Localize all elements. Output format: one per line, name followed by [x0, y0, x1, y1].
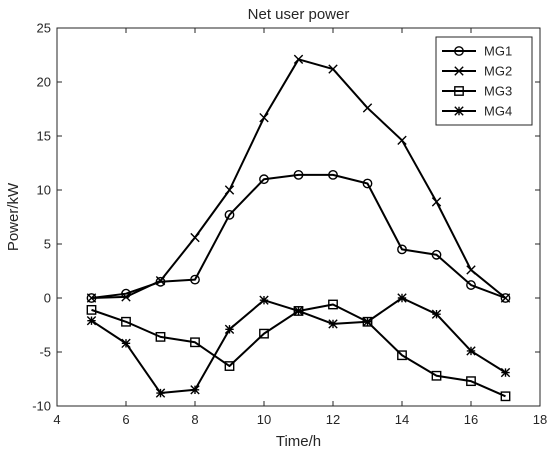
y-axis-title: Power/kW [5, 182, 22, 251]
data-point-mg1 [397, 244, 407, 255]
legend-item-mg4: MG4 [442, 104, 512, 119]
data-point-mg4 [155, 388, 166, 398]
y-tick-label: -5 [39, 345, 51, 360]
series-layer [86, 54, 511, 402]
legend-label: MG3 [484, 84, 512, 99]
data-point-mg4 [500, 367, 511, 378]
x-tick-label: 8 [191, 412, 198, 427]
x-tick-label: 18 [533, 412, 547, 427]
data-point-mg2 [328, 64, 338, 74]
y-tick-label: 15 [37, 129, 51, 144]
legend-item-mg2: MG2 [442, 64, 512, 79]
data-point-mg1 [328, 169, 338, 180]
legend-marker [454, 106, 464, 116]
data-point-mg1 [500, 293, 511, 303]
legend: MG1 MG2 MG3 MG4 [435, 36, 533, 126]
data-point-mg2 [190, 232, 200, 243]
legend-marker [454, 66, 464, 76]
data-point-mg2 [397, 135, 407, 146]
data-point-mg2 [86, 293, 97, 303]
series-mg4 [86, 293, 511, 398]
legend-item-mg1: MG1 [442, 44, 512, 59]
data-point-mg1 [190, 274, 200, 285]
data-point-mg4 [224, 324, 235, 335]
x-axis-title: Time/h [276, 433, 321, 450]
data-point-mg4 [293, 306, 304, 316]
data-point-mg2 [362, 103, 373, 113]
data-point-mg3 [86, 304, 97, 315]
data-point-mg3 [224, 361, 235, 371]
data-point-mg3 [190, 337, 200, 348]
y-tick-label: 25 [37, 21, 51, 36]
data-point-mg1 [362, 178, 373, 189]
plot-frame [56, 27, 541, 407]
data-point-mg2 [155, 276, 166, 286]
data-point-mg3 [500, 391, 511, 402]
data-point-mg4 [328, 319, 338, 329]
x-tick-label: 14 [395, 412, 409, 427]
series-mg2 [86, 54, 511, 303]
data-point-mg3 [259, 328, 269, 339]
x-tick-label: 4 [53, 412, 60, 427]
data-point-mg3 [466, 376, 476, 387]
data-point-mg1 [224, 209, 235, 220]
data-point-mg4 [466, 346, 476, 356]
data-point-mg2 [224, 185, 235, 195]
legend-item-mg3: MG3 [442, 84, 512, 99]
data-point-mg2 [431, 197, 442, 207]
axes: 4 6 8 10 12 14 16 18 -10 -5 0 5 10 15 20 25 [32, 21, 547, 428]
data-point-mg2 [259, 112, 269, 123]
data-point-mg1 [259, 174, 269, 185]
legend-label: MG1 [484, 44, 512, 59]
y-tick-label: 5 [44, 237, 51, 252]
y-tick-label: 10 [37, 183, 51, 198]
data-point-mg4 [397, 293, 407, 303]
data-point-mg1 [431, 249, 442, 260]
legend-label: MG4 [484, 104, 512, 119]
x-tick-label: 6 [122, 412, 129, 427]
x-tick-label: 10 [257, 412, 271, 427]
data-point-mg3 [431, 370, 442, 381]
data-point-mg2 [293, 54, 304, 65]
legend-label: MG2 [484, 64, 512, 79]
y-tick-label: 20 [37, 75, 51, 90]
data-point-mg4 [259, 295, 269, 305]
data-point-mg3 [121, 316, 131, 327]
data-point-mg3 [328, 299, 338, 310]
data-point-mg4 [190, 385, 200, 395]
data-point-mg4 [121, 338, 131, 349]
y-tick-label: -10 [32, 399, 51, 414]
data-point-mg1 [293, 169, 304, 180]
data-point-mg2 [500, 293, 511, 303]
data-point-mg4 [86, 315, 97, 326]
data-point-mg4 [362, 317, 373, 327]
data-point-mg2 [121, 292, 131, 302]
data-point-mg4 [431, 309, 442, 319]
legend-marker [454, 46, 464, 56]
chart-title: Net user power [248, 6, 350, 23]
legend-marker [454, 86, 464, 96]
data-point-mg3 [155, 331, 166, 342]
data-point-mg3 [397, 350, 407, 361]
y-tick-label: 0 [44, 291, 51, 306]
x-tick-label: 12 [326, 412, 340, 427]
data-point-mg2 [466, 265, 476, 275]
data-point-mg1 [466, 280, 476, 290]
x-tick-label: 16 [464, 412, 478, 427]
